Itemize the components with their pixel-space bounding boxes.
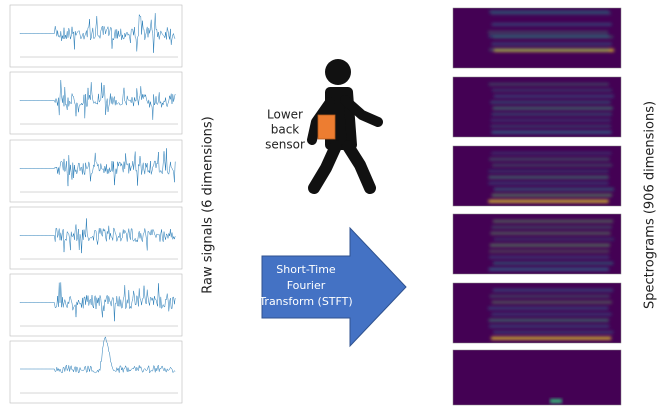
spectrogram-band — [491, 131, 612, 134]
spectrogram-band — [489, 48, 610, 51]
spectrogram-band — [488, 34, 609, 38]
spectrogram-band — [488, 30, 609, 34]
raw-signals-label: Raw signals (6 dimensions) — [201, 116, 216, 294]
signal-panel — [9, 206, 183, 270]
spectrogram-bands — [488, 152, 614, 203]
spectrogram-band — [493, 331, 614, 334]
spectrogram-band — [491, 23, 612, 26]
spectrogram-band — [489, 295, 610, 298]
signal-trace — [19, 148, 176, 187]
signal-trace — [19, 218, 176, 254]
spectrogram-band — [489, 158, 610, 161]
spectrogram-band — [493, 188, 614, 191]
spectrogram-bands — [488, 83, 614, 134]
spectrogram-frame — [452, 7, 622, 69]
spectrogram-band — [491, 42, 612, 46]
spectrogram-bands — [550, 399, 562, 403]
spectrogram-frame — [452, 349, 622, 406]
spectrogram-band — [491, 89, 612, 92]
sensor-label: sensor — [265, 138, 305, 152]
spectrogram-band — [491, 337, 612, 340]
spectrogram-band — [490, 125, 611, 128]
spectrogram-band — [489, 256, 610, 259]
spectrogram-band — [491, 226, 612, 229]
spectrogram-band — [488, 176, 609, 179]
spectrogram-band — [492, 220, 613, 223]
sensor-label: Lower — [267, 108, 303, 122]
spectrogram-band — [490, 232, 611, 235]
spectrogram-band — [491, 152, 612, 155]
transform-label: Fourier — [287, 279, 326, 292]
spectrogram-bands — [488, 289, 614, 340]
raw-signal-panels — [9, 4, 183, 404]
spectrogram-band — [488, 200, 609, 203]
spectrogram-band — [490, 101, 611, 104]
stft-arrow — [261, 226, 407, 348]
spectrogram-panel — [453, 350, 621, 405]
spectrogram-band — [488, 182, 609, 185]
spectrograms-label: Spectrograms (906 dimensions) — [643, 101, 658, 309]
signal-panel — [9, 139, 183, 203]
spectrogram-band — [489, 244, 610, 247]
spectrogram-bands — [488, 10, 614, 52]
sensor-label: back — [271, 123, 300, 137]
spectrogram-band — [488, 83, 609, 86]
spectrogram-band — [493, 95, 614, 98]
spectrogram-band — [488, 307, 609, 310]
spectrogram-band — [491, 301, 612, 304]
spectrogram-frame — [452, 76, 622, 138]
spectrogram-band — [492, 164, 613, 167]
spectrogram-frame — [452, 282, 622, 344]
spectrogram-band — [490, 12, 611, 15]
spectrogram-band — [491, 194, 612, 197]
spectrogram-band — [488, 170, 609, 173]
spectrogram-band — [489, 250, 610, 253]
signal-panel — [9, 71, 183, 135]
transform-label: Transform (STFT) — [258, 295, 352, 308]
spectrogram-frame — [452, 145, 622, 207]
transform-label: Short-Time — [276, 263, 336, 276]
spectrogram-band — [492, 107, 613, 110]
spectrogram-bands — [488, 220, 614, 271]
signal-trace — [19, 282, 176, 322]
spectrogram-panels — [452, 7, 622, 406]
spectrogram-band — [493, 238, 614, 241]
spectrogram-band — [488, 268, 609, 271]
signal-trace — [19, 80, 176, 120]
spectrogram-band — [492, 289, 613, 292]
spectrogram-band — [489, 10, 610, 13]
spectrogram-frame — [452, 213, 622, 275]
spectrogram-band — [490, 119, 611, 122]
spectrogram-band — [491, 113, 612, 116]
spectrogram-band — [493, 262, 614, 265]
signal-trace — [20, 336, 176, 374]
spectrogram-band — [550, 399, 562, 403]
spectrogram-band — [488, 319, 609, 322]
signal-panel — [9, 340, 183, 404]
sensor-icon — [317, 114, 336, 140]
signal-trace — [19, 13, 176, 53]
signal-panel — [9, 4, 183, 68]
spectrogram-band — [489, 325, 610, 328]
spectrogram-band — [491, 313, 612, 316]
